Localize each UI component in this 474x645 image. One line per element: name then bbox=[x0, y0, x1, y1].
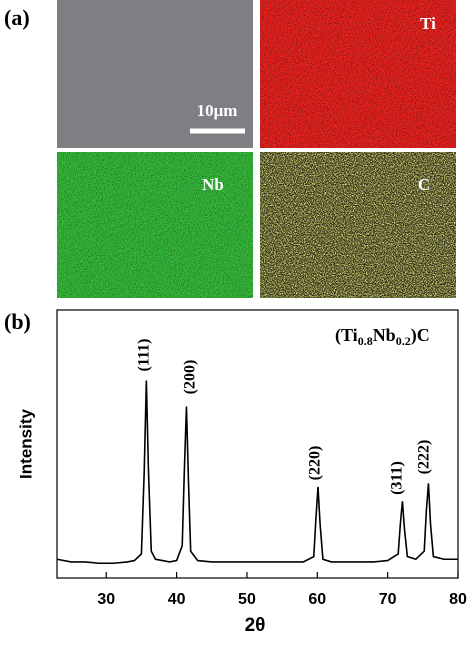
x-axis-label: 2θ bbox=[245, 615, 266, 636]
map-label: Ti bbox=[420, 14, 436, 33]
x-tick-label: 30 bbox=[97, 591, 115, 608]
panel-label: (a) bbox=[4, 5, 30, 30]
c-map-texture bbox=[260, 152, 456, 298]
ti-map-texture bbox=[260, 0, 456, 148]
x-tick-label: 70 bbox=[379, 591, 397, 608]
x-tick-label: 60 bbox=[308, 591, 326, 608]
peak-label: (311) bbox=[389, 461, 406, 495]
formula-annotation: (Ti0.8Nb0.2)C bbox=[335, 325, 430, 348]
formula-part: (Ti bbox=[335, 325, 358, 346]
peak-label: (222) bbox=[416, 440, 433, 475]
nb-map-texture bbox=[57, 152, 253, 298]
formula-part: 0.8 bbox=[358, 334, 373, 348]
panel-label: (b) bbox=[4, 309, 31, 334]
x-tick-label: 50 bbox=[238, 591, 256, 608]
plot-frame bbox=[56, 309, 459, 579]
peak-label: (200) bbox=[182, 360, 199, 395]
formula-part: Nb bbox=[373, 325, 396, 345]
formula-part: )C bbox=[411, 325, 430, 346]
peak-label: (220) bbox=[307, 446, 324, 481]
xrd-line bbox=[56, 380, 458, 565]
peak-label: (111) bbox=[136, 339, 153, 372]
y-axis-label: Intensity bbox=[16, 409, 35, 479]
x-tick-label: 80 bbox=[449, 591, 467, 608]
map-label: Nb bbox=[202, 175, 224, 194]
sem-image bbox=[57, 0, 253, 148]
scale-bar-label: 10μm bbox=[197, 101, 238, 120]
formula-part: 0.2 bbox=[396, 334, 411, 348]
map-label: C bbox=[418, 175, 430, 194]
x-tick-label: 40 bbox=[168, 591, 186, 608]
